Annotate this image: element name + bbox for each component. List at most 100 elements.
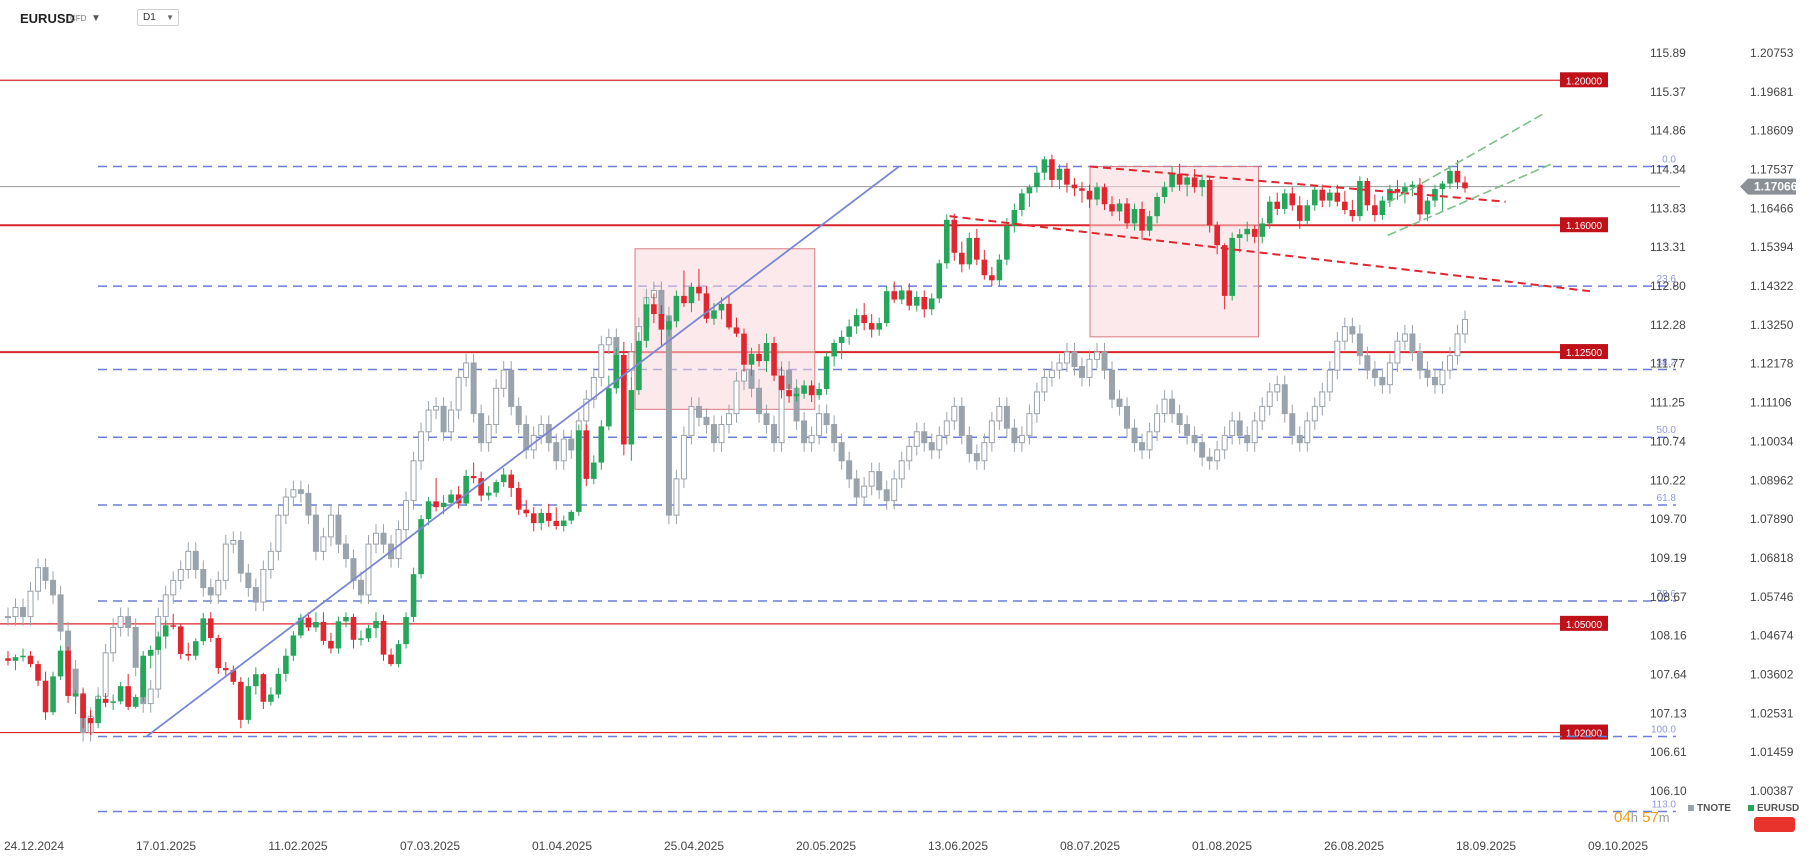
candle-body[interactable]: [928, 298, 935, 310]
candle-body[interactable]: [1154, 196, 1160, 217]
candle-body[interactable]: [238, 681, 244, 720]
candle-body[interactable]: [305, 617, 312, 628]
candle-body[interactable]: [1221, 245, 1228, 296]
candle-body[interactable]: [260, 674, 267, 702]
candle-body[interactable]: [350, 616, 357, 640]
candle-body[interactable]: [110, 701, 116, 703]
candle-body[interactable]: [5, 658, 11, 661]
rising-channel-lower[interactable]: [1387, 163, 1551, 237]
candle-body[interactable]: [1056, 168, 1063, 180]
candle-body[interactable]: [1131, 208, 1138, 224]
candle-body[interactable]: [808, 385, 815, 396]
candle-body[interactable]: [1026, 187, 1033, 194]
candle-body[interactable]: [125, 686, 131, 707]
candle-body[interactable]: [1372, 205, 1378, 216]
candle-body[interactable]: [688, 286, 695, 304]
falling-channel-lower[interactable]: [949, 215, 1591, 293]
candle-body[interactable]: [1139, 208, 1145, 231]
candle-body[interactable]: [741, 333, 747, 365]
candle-body[interactable]: [1296, 205, 1303, 221]
candle-body[interactable]: [628, 390, 635, 445]
candle-body[interactable]: [1251, 228, 1258, 237]
candle-body[interactable]: [388, 654, 394, 665]
candle-body[interactable]: [606, 388, 612, 427]
candle-body[interactable]: [373, 620, 379, 629]
candle-body[interactable]: [42, 680, 49, 713]
candle-body[interactable]: [1199, 179, 1205, 188]
candle-body[interactable]: [1049, 159, 1055, 180]
candle-body[interactable]: [170, 625, 177, 627]
candle-body[interactable]: [1289, 193, 1296, 206]
candle-body[interactable]: [440, 502, 447, 508]
candle-body[interactable]: [636, 340, 642, 391]
candle-body[interactable]: [1086, 190, 1093, 200]
candle-body[interactable]: [433, 501, 439, 508]
candle-body[interactable]: [1184, 177, 1190, 185]
candle-body[interactable]: [936, 263, 943, 299]
candle-body[interactable]: [786, 390, 792, 397]
candle-body[interactable]: [1236, 234, 1243, 238]
candle-body[interactable]: [1109, 204, 1115, 212]
candle-body[interactable]: [530, 513, 537, 524]
candle-body[interactable]: [200, 618, 207, 642]
rising-channel-upper[interactable]: [1387, 112, 1546, 204]
candle-body[interactable]: [575, 430, 582, 512]
candle-body[interactable]: [478, 478, 484, 496]
candle-body[interactable]: [1079, 188, 1085, 191]
symbol-dropdown-icon[interactable]: ▼: [91, 13, 101, 24]
candle-body[interactable]: [500, 474, 507, 483]
candle-body[interactable]: [793, 393, 800, 397]
candle-body[interactable]: [658, 314, 665, 330]
candle-body[interactable]: [1116, 203, 1123, 212]
candle-body[interactable]: [403, 616, 409, 645]
symbol-name[interactable]: EURUSD: [20, 11, 75, 26]
candle-body[interactable]: [1259, 223, 1266, 237]
candle-body[interactable]: [696, 286, 702, 294]
candle-body[interactable]: [192, 641, 199, 656]
candle-body[interactable]: [951, 219, 958, 253]
candle-body[interactable]: [215, 637, 222, 669]
candle-body[interactable]: [1432, 188, 1438, 201]
candle-body[interactable]: [703, 293, 710, 319]
candle-body[interactable]: [470, 475, 477, 479]
candle-body[interactable]: [831, 343, 837, 357]
candle-body[interactable]: [102, 698, 109, 703]
candle-body[interactable]: [1004, 225, 1010, 260]
candle-body[interactable]: [395, 644, 402, 665]
candle-body[interactable]: [651, 304, 657, 315]
falling-channel-upper[interactable]: [1089, 165, 1506, 203]
candle-body[interactable]: [418, 519, 424, 575]
candle-body[interactable]: [343, 616, 349, 622]
candle-body[interactable]: [50, 676, 56, 713]
candle-body[interactable]: [996, 259, 1003, 281]
candle-body[interactable]: [1357, 181, 1363, 217]
candle-body[interactable]: [673, 295, 680, 322]
candle-body[interactable]: [598, 426, 605, 463]
candle-body[interactable]: [1191, 177, 1198, 188]
candle-body[interactable]: [1101, 187, 1108, 205]
candle-body[interactable]: [1011, 210, 1018, 226]
candle-body[interactable]: [147, 649, 154, 656]
candle-body[interactable]: [643, 304, 650, 341]
candle-body[interactable]: [1342, 201, 1348, 211]
candle-body[interactable]: [1379, 200, 1386, 216]
candle-body[interactable]: [207, 618, 214, 638]
candle-body[interactable]: [1146, 216, 1153, 231]
legend-item-eurusd[interactable]: EURUSD: [1748, 803, 1799, 814]
candle-body[interactable]: [771, 343, 777, 376]
candle-body[interactable]: [974, 237, 980, 260]
candle-body[interactable]: [959, 252, 965, 265]
candle-body[interactable]: [838, 336, 845, 344]
candle-body[interactable]: [868, 323, 875, 330]
candle-body[interactable]: [913, 296, 920, 306]
candle-body[interactable]: [12, 657, 19, 661]
candle-body[interactable]: [1094, 187, 1100, 200]
candle-body[interactable]: [313, 622, 319, 628]
candle-body[interactable]: [328, 640, 334, 649]
candle-body[interactable]: [1364, 181, 1371, 206]
candle-body[interactable]: [989, 275, 995, 281]
candle-body[interactable]: [1447, 170, 1453, 184]
timeframe-select[interactable]: D1 ▼: [137, 9, 179, 26]
candle-body[interactable]: [222, 668, 229, 671]
candle-body[interactable]: [177, 626, 184, 654]
